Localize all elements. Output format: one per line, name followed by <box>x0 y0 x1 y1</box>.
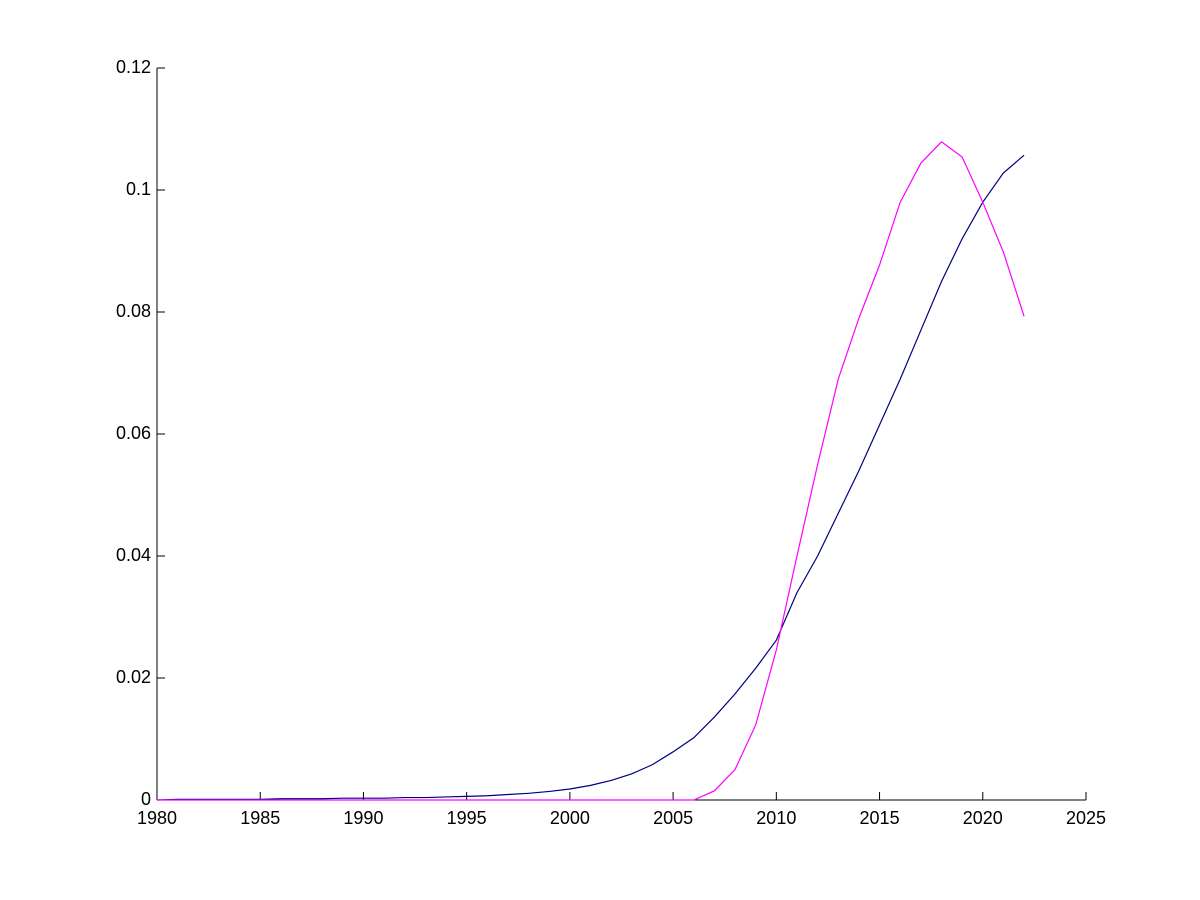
x-tick-label: 1990 <box>343 808 383 828</box>
y-tick-label: 0.06 <box>116 423 151 443</box>
series-line <box>156 154 1025 801</box>
y-tick-label: 0.08 <box>116 301 151 321</box>
x-tick-label: 1985 <box>240 808 280 828</box>
x-tick-label: 1980 <box>137 808 177 828</box>
x-tick-label: 2010 <box>756 808 796 828</box>
x-tick-label: 2015 <box>860 808 900 828</box>
x-tick-label: 1995 <box>447 808 487 828</box>
y-tick-label: 0.04 <box>116 545 151 565</box>
x-tick-label: 2005 <box>653 808 693 828</box>
y-tick-label: 0.12 <box>116 57 151 77</box>
x-tick-label: 2025 <box>1066 808 1106 828</box>
series-line <box>157 141 1025 801</box>
y-tick-label: 0.1 <box>126 179 151 199</box>
y-tick-label: 0 <box>141 789 151 809</box>
x-tick-label: 2000 <box>550 808 590 828</box>
x-tick-label: 2020 <box>963 808 1003 828</box>
y-tick-label: 0.02 <box>116 667 151 687</box>
